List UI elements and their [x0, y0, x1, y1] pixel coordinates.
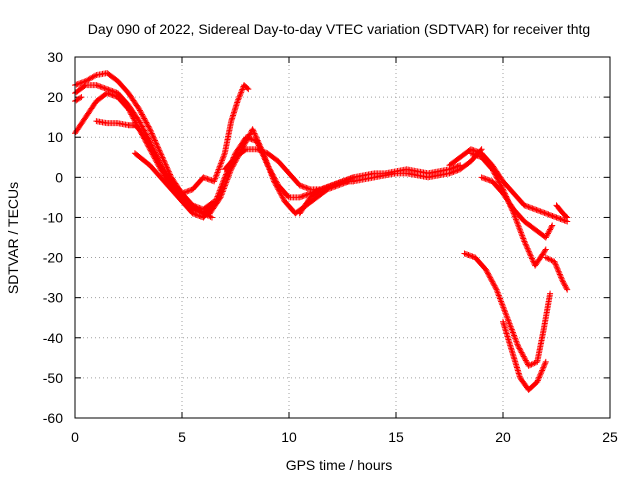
- plot-frame: [74, 56, 611, 419]
- x-tick-label: 15: [388, 429, 404, 445]
- y-tick-label: -40: [43, 330, 63, 346]
- series-arc-11: [446, 146, 571, 225]
- marker-trace: [72, 90, 215, 221]
- series-arc-15: [500, 318, 549, 393]
- series-arc-13: [478, 174, 556, 241]
- series-arc-3: [72, 90, 215, 221]
- marker-trace: [553, 202, 571, 221]
- x-axis-label: GPS time / hours: [286, 457, 393, 473]
- y-tick-label: -60: [43, 410, 63, 426]
- series-arc-10: [350, 146, 485, 185]
- marker-trace: [446, 146, 571, 225]
- series-arc-4: [72, 94, 85, 105]
- y-tick-label: 30: [47, 49, 63, 65]
- marker-trace: [72, 94, 85, 105]
- series-arc-9: [296, 162, 464, 217]
- y-tick-label: -10: [43, 209, 63, 225]
- y-tick-label: 10: [47, 129, 63, 145]
- y-tick-label: -50: [43, 370, 63, 386]
- y-axis-label: SDTVAR / TECUs: [5, 182, 21, 294]
- chart-title: Day 090 of 2022, Sidereal Day-to-day VTE…: [88, 21, 590, 37]
- marker-trace: [350, 146, 485, 185]
- marker-trace: [461, 250, 554, 369]
- y-tick-label: -20: [43, 250, 63, 266]
- marker-trace: [296, 162, 464, 217]
- series-arc-16: [542, 254, 571, 293]
- y-tick-label: -30: [43, 290, 63, 306]
- series-arc-5: [93, 82, 252, 197]
- x-tick-label: 25: [602, 429, 618, 445]
- marker-trace: [93, 82, 252, 197]
- marker-trace: [542, 254, 571, 293]
- x-tick-label: 5: [178, 429, 186, 445]
- marker-trace: [478, 174, 556, 241]
- axis-ticks: 0 5 10 15 20 25 -60 -50 -40 -30 -20 -10 0 10 20 30: [43, 49, 618, 445]
- series-arc-14: [461, 250, 554, 369]
- x-tick-label: 0: [71, 429, 79, 445]
- data-points: [72, 70, 571, 393]
- x-tick-label: 20: [495, 429, 511, 445]
- series-arc-17: [553, 202, 571, 221]
- marker-trace: [500, 318, 549, 393]
- y-tick-label: 20: [47, 89, 63, 105]
- x-tick-label: 10: [281, 429, 297, 445]
- grid-lines: [75, 57, 610, 418]
- y-tick-label: 0: [55, 169, 63, 185]
